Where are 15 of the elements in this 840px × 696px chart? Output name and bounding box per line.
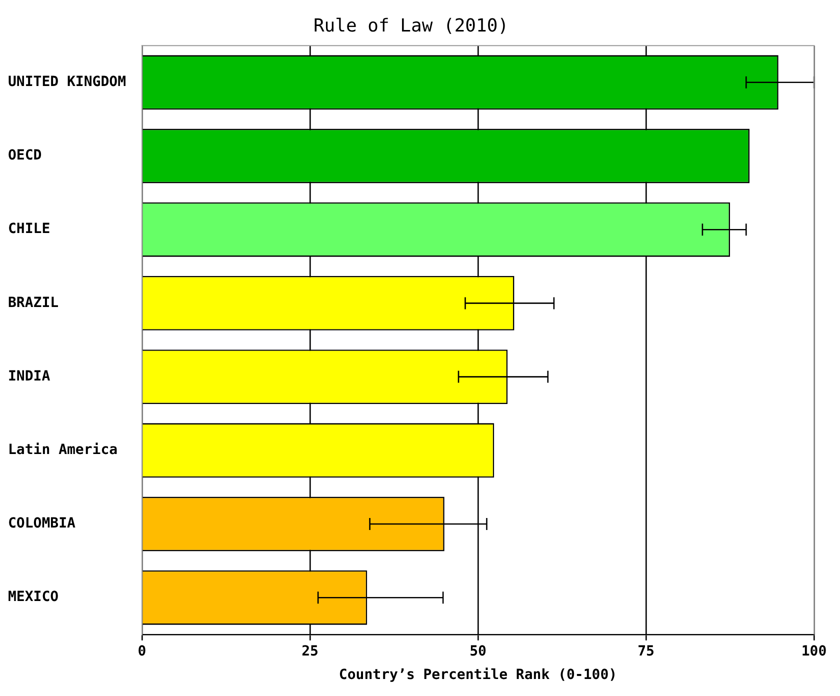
y-tick-label: INDIA: [8, 368, 51, 384]
x-tick-label: 100: [801, 643, 827, 660]
x-tick-label: 50: [470, 643, 486, 660]
x-tick-label: 75: [638, 643, 654, 660]
y-tick-label: CHILE: [8, 221, 50, 238]
y-tick-label: COLOMBIA: [8, 516, 76, 532]
y-tick-label: MEXICO: [8, 589, 59, 606]
y-tick-label: BRAZIL: [8, 294, 59, 311]
x-tick-label: 0: [138, 643, 146, 660]
x-tick-label: 25: [302, 643, 318, 660]
y-tick-label: UNITED KINGDOM: [8, 74, 126, 90]
chart-title: Rule of Law (2010): [313, 15, 509, 36]
y-tick-label: OECD: [8, 148, 42, 164]
x-axis-title: Country’s Percentile Rank (0-100): [338, 667, 618, 684]
y-tick-label: Latin America: [8, 442, 118, 458]
